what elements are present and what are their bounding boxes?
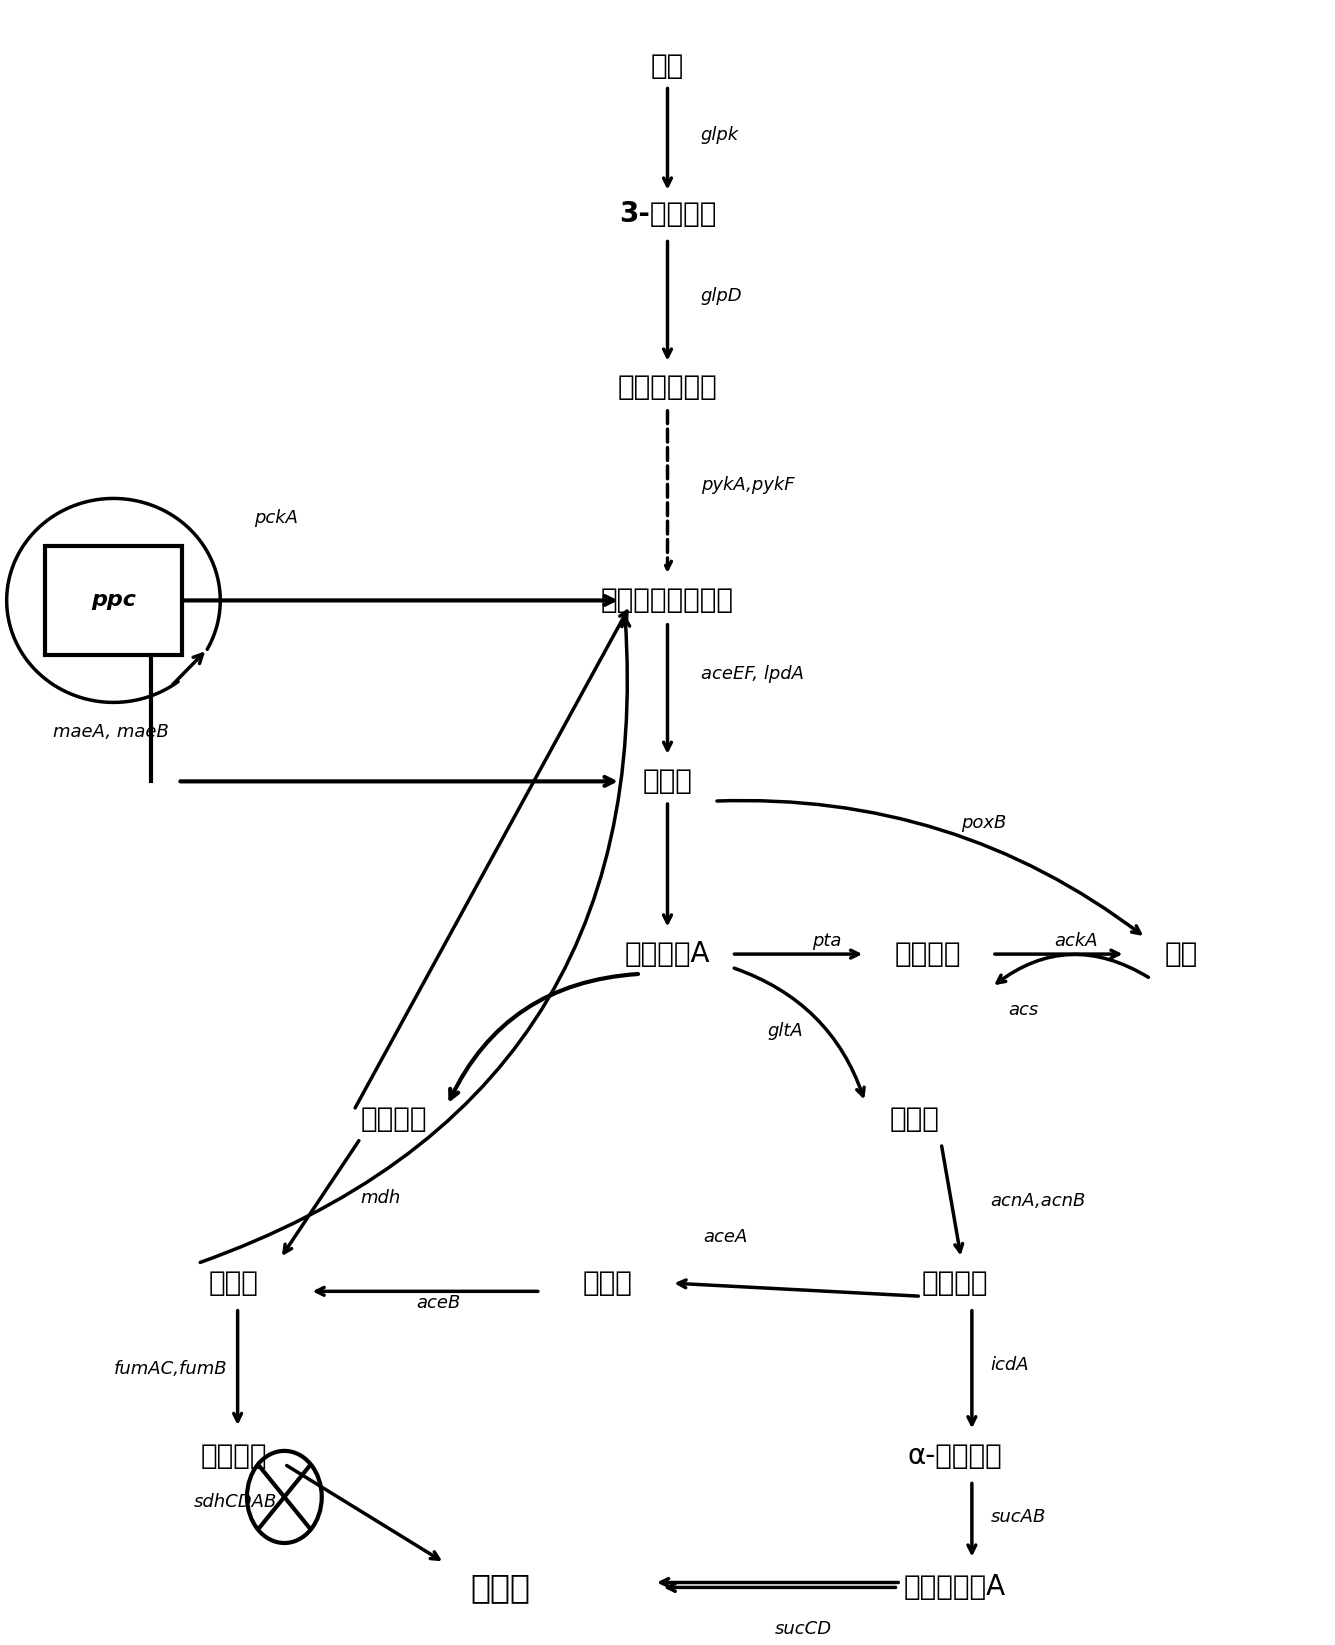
Text: mdh: mdh: [360, 1189, 400, 1206]
Text: acnA,acnB: acnA,acnB: [991, 1193, 1085, 1209]
Text: icdA: icdA: [991, 1357, 1029, 1374]
Text: 磷酸二羟丙酮: 磷酸二羟丙酮: [618, 372, 717, 401]
Text: maeA, maeB: maeA, maeB: [53, 724, 170, 740]
Text: sucAB: sucAB: [991, 1508, 1045, 1525]
Text: 琥珀酰辅酶A: 琥珀酰辅酶A: [904, 1573, 1005, 1602]
Text: 乙酰磷酸: 乙酰磷酸: [894, 939, 961, 969]
Text: 琥珀酸: 琥珀酸: [471, 1571, 530, 1604]
Text: glpk: glpk: [701, 127, 740, 143]
Text: 草酰乙酸: 草酰乙酸: [360, 1104, 427, 1133]
Text: gltA: gltA: [768, 1023, 804, 1040]
Text: 苹果酸: 苹果酸: [208, 1268, 259, 1298]
Text: 丙酮酸: 丙酮酸: [642, 767, 693, 796]
Text: sdhCDAB: sdhCDAB: [194, 1494, 276, 1510]
Text: α-酮戊二酸: α-酮戊二酸: [908, 1441, 1001, 1471]
Text: pckA: pckA: [254, 510, 298, 526]
Text: aceA: aceA: [704, 1229, 748, 1245]
Text: 延胡索酸: 延胡索酸: [200, 1441, 267, 1471]
Text: 乙醛酸: 乙醛酸: [582, 1268, 633, 1298]
Text: aceEF, lpdA: aceEF, lpdA: [701, 666, 804, 683]
Text: 乙酸: 乙酸: [1165, 939, 1197, 969]
Text: 乙酰辅酶A: 乙酰辅酶A: [625, 939, 710, 969]
Text: 异柠檬酸: 异柠檬酸: [921, 1268, 988, 1298]
Text: glpD: glpD: [701, 288, 742, 304]
Text: acs: acs: [1008, 1002, 1039, 1018]
Text: aceB: aceB: [417, 1295, 461, 1311]
Text: fumAC,fumB: fumAC,fumB: [113, 1360, 227, 1377]
Text: ackA: ackA: [1055, 933, 1099, 949]
Text: poxB: poxB: [961, 814, 1007, 831]
Text: ppc: ppc: [91, 591, 136, 610]
Text: sucCD: sucCD: [774, 1620, 832, 1637]
FancyBboxPatch shape: [45, 546, 182, 655]
Text: 磷酸烯醇式丙酮酸: 磷酸烯醇式丙酮酸: [601, 586, 734, 615]
Text: 3-磷酸甘油: 3-磷酸甘油: [619, 199, 716, 229]
Text: 甘油: 甘油: [651, 51, 684, 81]
Text: pykA,pykF: pykA,pykF: [701, 477, 794, 493]
Text: 柠檬酸: 柠檬酸: [889, 1104, 940, 1133]
Text: pta: pta: [812, 933, 841, 949]
